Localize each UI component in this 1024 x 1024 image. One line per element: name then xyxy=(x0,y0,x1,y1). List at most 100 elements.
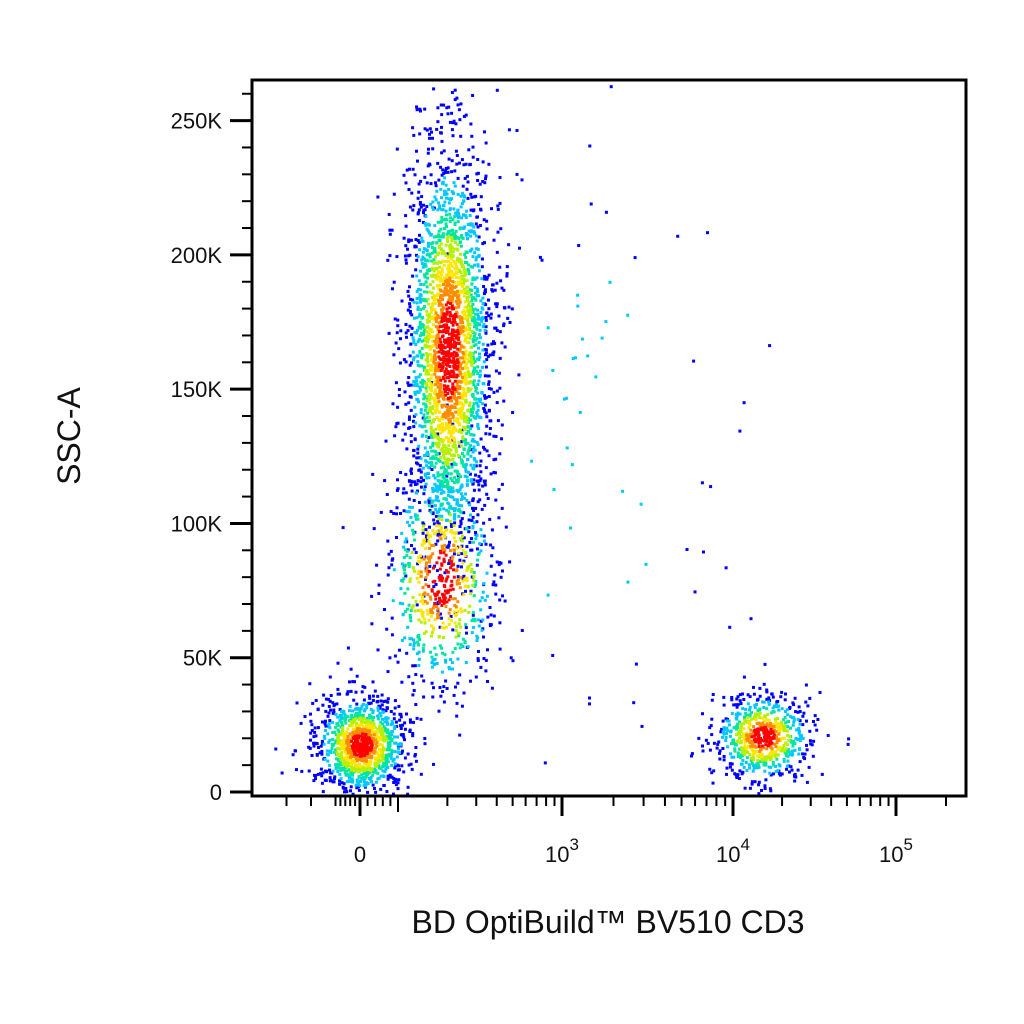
event-dot xyxy=(416,479,420,483)
event-dot xyxy=(340,720,343,724)
event-dot xyxy=(438,376,442,380)
event-dot xyxy=(464,260,467,264)
event-dot xyxy=(376,771,380,775)
event-dot xyxy=(383,608,386,611)
event-dot xyxy=(462,115,466,118)
event-dot xyxy=(762,682,766,686)
event-dot xyxy=(425,534,428,538)
event-dot xyxy=(448,419,452,423)
event-dot xyxy=(462,193,466,197)
event-dot xyxy=(461,414,465,418)
event-dot xyxy=(465,292,469,295)
event-dot xyxy=(401,491,405,495)
event-dot xyxy=(430,634,433,638)
event-dot xyxy=(772,733,776,737)
event-dot xyxy=(448,540,451,544)
event-dot xyxy=(456,509,460,512)
event-dot xyxy=(471,155,475,159)
event-dot xyxy=(334,739,338,743)
event-dot xyxy=(440,646,443,650)
event-dot xyxy=(487,408,491,412)
event-dot xyxy=(447,289,451,293)
event-dot xyxy=(408,302,412,306)
event-dot xyxy=(464,326,468,330)
event-dot xyxy=(580,337,584,341)
event-dot xyxy=(404,258,408,262)
event-dot xyxy=(460,265,464,269)
event-dot xyxy=(308,746,312,750)
event-dot xyxy=(427,231,431,235)
event-dot xyxy=(777,763,781,767)
event-dot xyxy=(728,734,732,738)
event-dot xyxy=(418,334,422,338)
event-dot xyxy=(470,352,474,356)
event-dot xyxy=(484,318,488,322)
event-dot xyxy=(811,754,815,758)
event-dot xyxy=(484,348,488,352)
event-dot xyxy=(433,224,437,228)
event-dot xyxy=(454,685,457,689)
event-dot xyxy=(449,302,452,306)
event-dot xyxy=(459,522,463,526)
event-dot xyxy=(450,128,454,132)
event-dot xyxy=(433,379,437,383)
event-dot xyxy=(448,279,452,282)
event-dot xyxy=(467,359,471,363)
event-dot xyxy=(459,519,463,523)
event-dot xyxy=(787,750,791,754)
event-dot xyxy=(488,623,492,627)
event-dot xyxy=(469,208,473,212)
event-dot xyxy=(438,362,442,366)
event-dot xyxy=(807,765,811,769)
event-dot xyxy=(755,703,758,706)
event-dot xyxy=(412,499,416,502)
event-dot xyxy=(447,559,451,563)
event-dot xyxy=(352,755,356,759)
event-dot xyxy=(429,353,433,357)
event-dot xyxy=(482,407,486,410)
event-dot xyxy=(446,501,450,505)
event-dot xyxy=(430,544,434,547)
event-dot xyxy=(407,510,411,514)
event-dot xyxy=(704,738,708,742)
event-dot xyxy=(430,358,433,362)
event-dot xyxy=(749,739,753,743)
event-dot xyxy=(361,732,365,736)
event-dot xyxy=(468,163,472,167)
event-dot xyxy=(336,746,340,750)
event-dot xyxy=(399,337,402,341)
event-dot xyxy=(750,747,753,750)
event-dot xyxy=(412,356,416,360)
event-dot xyxy=(371,472,375,476)
event-dot xyxy=(444,605,448,609)
event-dot xyxy=(406,752,410,756)
event-dot xyxy=(473,307,477,311)
event-dot xyxy=(469,234,473,238)
event-dot xyxy=(470,195,474,199)
event-dot xyxy=(442,204,446,208)
event-dot xyxy=(753,750,757,753)
event-dot xyxy=(441,182,445,186)
event-dot xyxy=(478,352,481,356)
event-dot xyxy=(456,330,460,334)
event-dot xyxy=(446,485,449,489)
event-dot xyxy=(763,787,767,790)
event-dot xyxy=(458,618,462,622)
event-dot xyxy=(483,403,487,407)
event-dot xyxy=(416,397,420,401)
event-dot xyxy=(421,602,425,606)
event-dot xyxy=(445,232,449,236)
event-dot xyxy=(786,720,790,723)
event-dot xyxy=(458,227,462,231)
event-dot xyxy=(330,771,334,775)
event-dot xyxy=(742,722,745,726)
event-dot xyxy=(459,510,463,514)
event-dot xyxy=(736,712,740,716)
event-dot xyxy=(434,276,438,280)
event-dot xyxy=(479,195,483,199)
event-dot xyxy=(391,402,395,406)
event-dot xyxy=(747,721,751,725)
event-dot xyxy=(468,249,472,253)
event-dot xyxy=(730,711,734,715)
event-dot xyxy=(450,111,454,115)
